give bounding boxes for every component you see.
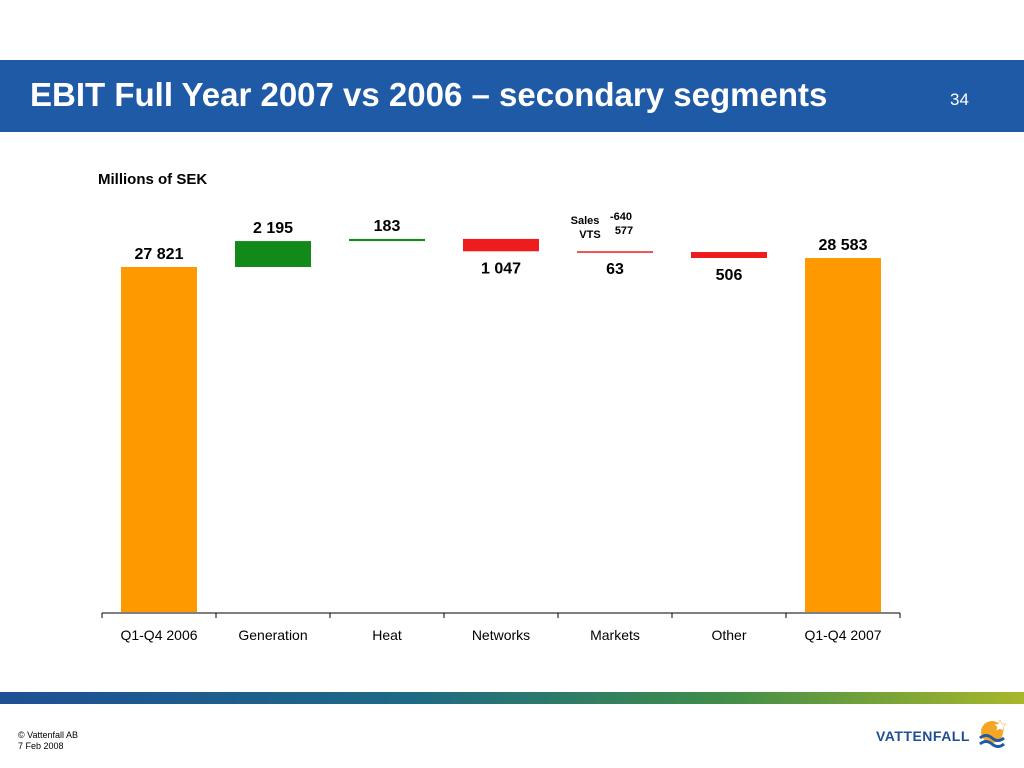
title-bar <box>0 60 1024 132</box>
markets-breakdown-name: VTS <box>579 229 600 241</box>
category-label: Generation <box>238 627 307 643</box>
slide-title: EBIT Full Year 2007 vs 2006 – secondary … <box>30 76 828 113</box>
footer-gradient-bar <box>0 692 1024 704</box>
category-label: Markets <box>590 627 640 643</box>
bar-q1-q4-2006 <box>121 267 197 612</box>
markets-breakdown-name: Sales <box>571 215 600 227</box>
bar-markets <box>577 251 653 253</box>
category-label: Heat <box>372 627 402 643</box>
data-label: 28 583 <box>819 237 868 254</box>
data-label: 63 <box>606 261 624 278</box>
bar-other <box>691 252 767 258</box>
category-label: Networks <box>472 627 530 643</box>
waterfall-chart: 27 821 Q1-Q4 2006 2 195 Generation 183 Heat 1 … <box>101 211 901 643</box>
footer-date: 7 Feb 2008 <box>18 741 64 751</box>
data-label: 2 195 <box>253 220 293 237</box>
page-number: 34 <box>950 90 969 109</box>
copyright-text: © Vattenfall AB <box>18 730 78 740</box>
data-label: 183 <box>374 218 401 235</box>
category-label: Q1-Q4 2006 <box>120 627 197 643</box>
unit-label: Millions of SEK <box>98 171 208 188</box>
bar-networks <box>463 238 539 252</box>
sun-wave-logo-icon <box>979 719 1007 748</box>
bar-q1-q4-2007 <box>805 258 881 612</box>
bar-heat <box>349 238 425 242</box>
copyright-block: © Vattenfall AB 7 Feb 2008 <box>18 730 78 752</box>
data-label: 506 <box>716 267 743 284</box>
category-label: Other <box>711 627 746 643</box>
vattenfall-logo: VATTENFALL <box>876 716 1007 756</box>
logo-text: VATTENFALL <box>876 728 970 744</box>
markets-breakdown-value: -640 <box>610 211 632 223</box>
data-label: 27 821 <box>135 246 184 263</box>
bar-generation <box>235 241 311 267</box>
data-label: 1 047 <box>481 260 521 277</box>
markets-breakdown-value: 577 <box>615 225 633 237</box>
category-label: Q1-Q4 2007 <box>804 627 881 643</box>
